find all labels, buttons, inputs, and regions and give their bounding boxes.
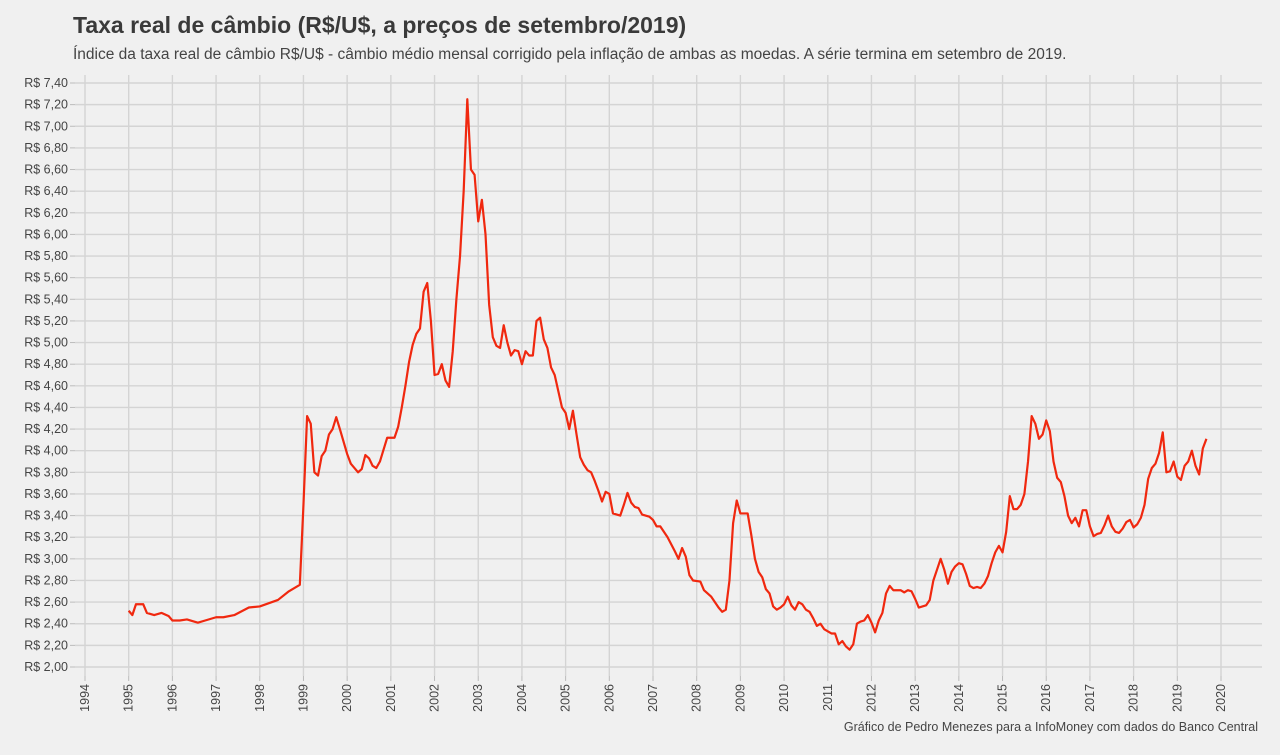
x-tick-label: 2007 bbox=[646, 684, 660, 712]
y-tick-label: R$ 5,80 bbox=[24, 249, 68, 263]
y-tick-label: R$ 5,00 bbox=[24, 336, 68, 350]
y-tick-label: R$ 6,60 bbox=[24, 163, 68, 177]
y-tick-label: R$ 3,00 bbox=[24, 552, 68, 566]
y-tick-label: R$ 3,80 bbox=[24, 465, 68, 479]
x-tick-label: 1997 bbox=[209, 684, 223, 712]
x-tick-label: 1998 bbox=[253, 684, 267, 712]
x-tick-label: 2008 bbox=[690, 684, 704, 712]
x-tick-label: 2004 bbox=[515, 684, 529, 712]
y-tick-label: R$ 4,00 bbox=[24, 444, 68, 458]
y-tick-label: R$ 5,40 bbox=[24, 292, 68, 306]
x-tick-label: 2018 bbox=[1127, 684, 1141, 712]
chart-subtitle: Índice da taxa real de câmbio R$/U$ - câ… bbox=[73, 46, 1067, 63]
y-tick-label: R$ 7,00 bbox=[24, 119, 68, 133]
x-tick-label: 2013 bbox=[908, 684, 922, 712]
x-tick-label: 1999 bbox=[296, 684, 310, 712]
x-tick-label: 1995 bbox=[122, 684, 136, 712]
x-tick-label: 2001 bbox=[384, 684, 398, 712]
y-tick-label: R$ 6,20 bbox=[24, 206, 68, 220]
series-line bbox=[127, 98, 1208, 651]
y-tick-label: R$ 3,60 bbox=[24, 487, 68, 501]
y-tick-label: R$ 2,80 bbox=[24, 573, 68, 587]
y-tick-label: R$ 6,40 bbox=[24, 184, 68, 198]
y-tick-label: R$ 2,60 bbox=[24, 595, 68, 609]
x-tick-label: 2014 bbox=[952, 684, 966, 712]
y-tick-label: R$ 7,40 bbox=[24, 76, 68, 90]
y-tick-label: R$ 6,00 bbox=[24, 227, 68, 241]
y-tick-label: R$ 4,60 bbox=[24, 379, 68, 393]
x-tick-label: 2003 bbox=[471, 684, 485, 712]
y-tick-label: R$ 2,00 bbox=[24, 660, 68, 674]
x-tick-label: 2011 bbox=[821, 684, 835, 711]
y-tick-label: R$ 3,40 bbox=[24, 509, 68, 523]
y-tick-label: R$ 4,40 bbox=[24, 400, 68, 414]
x-tick-label: 2012 bbox=[864, 684, 878, 712]
y-tick-label: R$ 4,20 bbox=[24, 422, 68, 436]
x-tick-label: 2000 bbox=[340, 684, 354, 712]
y-tick-label: R$ 2,20 bbox=[24, 638, 68, 652]
y-tick-label: R$ 4,80 bbox=[24, 357, 68, 371]
x-tick-label: 2002 bbox=[428, 684, 442, 712]
x-tick-label: 2015 bbox=[996, 684, 1010, 712]
y-tick-label: R$ 6,80 bbox=[24, 141, 68, 155]
y-tick-label: R$ 5,20 bbox=[24, 314, 68, 328]
x-tick-label: 2009 bbox=[733, 684, 747, 712]
x-tick-label: 2005 bbox=[559, 684, 573, 712]
x-tick-label: 2006 bbox=[602, 684, 616, 712]
y-tick-label: R$ 7,20 bbox=[24, 98, 68, 112]
y-tick-label: R$ 2,40 bbox=[24, 617, 68, 631]
x-tick-label: 2017 bbox=[1083, 684, 1097, 712]
chart-caption: Gráfico de Pedro Menezes para a InfoMone… bbox=[843, 720, 1258, 734]
x-tick-label: 1996 bbox=[165, 684, 179, 712]
x-tick-label: 2020 bbox=[1214, 684, 1228, 712]
y-tick-label: R$ 5,60 bbox=[24, 271, 68, 285]
x-tick-label: 2016 bbox=[1039, 684, 1053, 712]
x-tick-label: 2019 bbox=[1170, 684, 1184, 712]
y-tick-label: R$ 3,20 bbox=[24, 530, 68, 544]
chart-title: Taxa real de câmbio (R$/U$, a preços de … bbox=[73, 12, 687, 38]
x-tick-label: 1994 bbox=[78, 684, 92, 712]
x-tick-label: 2010 bbox=[777, 684, 791, 712]
